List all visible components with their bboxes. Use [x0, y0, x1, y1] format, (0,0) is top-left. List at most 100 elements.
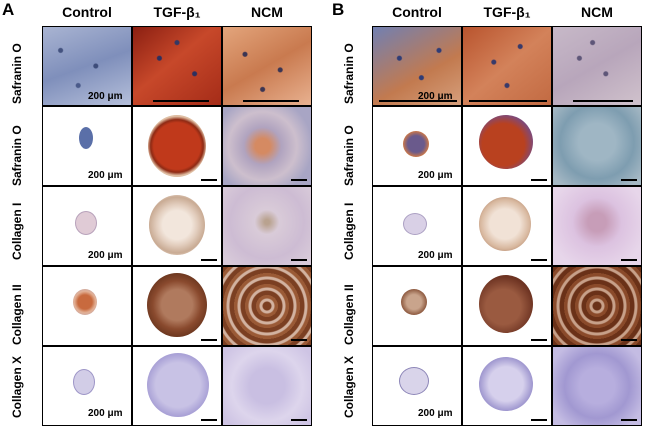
- micrograph-tgf-safranin: [132, 106, 222, 186]
- micrograph-control-safranin-high: [372, 26, 462, 106]
- micrograph-ncm-collagen-10: [552, 346, 642, 426]
- micrograph-tgf-safranin-high: [132, 26, 222, 106]
- column-header-tgf: TGF-β₁: [153, 4, 201, 20]
- tissue-texture: [373, 27, 461, 105]
- micrograph-tgf-collagen-1: [462, 186, 552, 266]
- micrograph-tgf-collagen-2: [462, 266, 552, 346]
- row-label-safranin: Safranin O: [10, 125, 24, 186]
- pellet: [79, 127, 93, 149]
- pellet: [403, 131, 429, 157]
- row-label-safranin-high: Safranin O: [10, 43, 24, 104]
- scale-bar: [621, 339, 637, 341]
- micrograph-ncm-collagen-2: [222, 266, 312, 346]
- scale-bar: [201, 179, 217, 181]
- scale-bar: [291, 179, 307, 181]
- row-label-collagen-10: Collagen X: [342, 355, 356, 418]
- tissue-texture: [553, 267, 641, 345]
- column-header-control: Control: [392, 4, 442, 20]
- pellet: [148, 115, 206, 177]
- tissue-texture: [553, 27, 641, 105]
- column-header-ncm: NCM: [581, 4, 613, 20]
- micrograph-control-safranin-high: [42, 26, 132, 106]
- column-header-ncm: NCM: [251, 4, 283, 20]
- micrograph-control-safranin: [372, 106, 462, 186]
- pellet: [479, 357, 533, 411]
- pellet: [479, 275, 533, 333]
- micrograph-ncm-safranin: [222, 106, 312, 186]
- tissue-texture: [223, 267, 311, 345]
- micrograph-tgf-collagen-2: [132, 266, 222, 346]
- micrograph-control-collagen-2: [372, 266, 462, 346]
- micrograph-ncm-safranin-high: [222, 26, 312, 106]
- tissue-texture: [223, 187, 311, 265]
- tissue-texture: [553, 187, 641, 265]
- micrograph-control-collagen-1: [372, 186, 462, 266]
- tissue-texture: [463, 27, 551, 105]
- scale-label: 200 μm: [88, 91, 123, 102]
- scale-label: 200 μm: [418, 408, 453, 419]
- row-label-collagen-1: Collagen I: [342, 202, 356, 260]
- column-header-tgf: TGF-β₁: [483, 4, 531, 20]
- scale-bar: [291, 259, 307, 261]
- scale-bar: [573, 100, 633, 102]
- row-label-safranin: Safranin O: [342, 125, 356, 186]
- pellet: [147, 353, 209, 417]
- scale-bar: [201, 419, 217, 421]
- pellet: [479, 197, 531, 251]
- scale-bar: [621, 259, 637, 261]
- micrograph-tgf-safranin-high: [462, 26, 552, 106]
- tissue-texture: [223, 107, 311, 185]
- micrograph-tgf-collagen-1: [132, 186, 222, 266]
- pellet: [479, 115, 533, 169]
- pellet: [73, 289, 97, 315]
- tissue-texture: [223, 347, 311, 425]
- micrograph-tgf-collagen-10: [462, 346, 552, 426]
- scale-label: 200 μm: [418, 250, 453, 261]
- row-label-collagen-2: Collagen II: [10, 284, 24, 345]
- micrograph-ncm-collagen-2: [552, 266, 642, 346]
- tissue-texture: [223, 27, 311, 105]
- scale-label: 200 μm: [418, 170, 453, 181]
- pellet: [401, 289, 427, 315]
- scale-bar: [291, 419, 307, 421]
- panel-letter: B: [332, 0, 345, 19]
- micrograph-control-collagen-10: [372, 346, 462, 426]
- row-label-collagen-10: Collagen X: [10, 355, 24, 418]
- scale-label: 200 μm: [88, 408, 123, 419]
- micrograph-ncm-safranin-high: [552, 26, 642, 106]
- pellet: [73, 369, 95, 395]
- row-label-collagen-1: Collagen I: [10, 202, 24, 260]
- pellet: [399, 367, 429, 395]
- scale-bar: [531, 419, 547, 421]
- pellet: [147, 273, 207, 337]
- scale-bar: [291, 339, 307, 341]
- tissue-texture: [553, 347, 641, 425]
- column-header-control: Control: [62, 4, 112, 20]
- scale-bar: [531, 179, 547, 181]
- micrograph-tgf-safranin: [462, 106, 552, 186]
- micrograph-ncm-collagen-10: [222, 346, 312, 426]
- scale-label: 200 μm: [88, 170, 123, 181]
- scale-bar: [243, 100, 299, 102]
- tissue-texture: [133, 27, 221, 105]
- scale-bar: [531, 339, 547, 341]
- scale-bar: [153, 100, 209, 102]
- micrograph-ncm-collagen-1: [552, 186, 642, 266]
- scale-bar: [379, 100, 457, 102]
- pellet: [403, 213, 427, 235]
- micrograph-ncm-safranin: [552, 106, 642, 186]
- micrograph-tgf-collagen-10: [132, 346, 222, 426]
- tissue-texture: [553, 107, 641, 185]
- scale-bar: [621, 179, 637, 181]
- scale-bar: [201, 339, 217, 341]
- scale-bar: [531, 259, 547, 261]
- row-label-collagen-2: Collagen II: [342, 284, 356, 345]
- scale-bar: [469, 100, 547, 102]
- scale-label: 200 μm: [88, 250, 123, 261]
- tissue-texture: [43, 27, 131, 105]
- panel-letter: A: [2, 0, 15, 19]
- scale-label: 200 μm: [418, 91, 453, 102]
- micrograph-control-collagen-10: [42, 346, 132, 426]
- micrograph-control-collagen-2: [42, 266, 132, 346]
- micrograph-control-safranin: [42, 106, 132, 186]
